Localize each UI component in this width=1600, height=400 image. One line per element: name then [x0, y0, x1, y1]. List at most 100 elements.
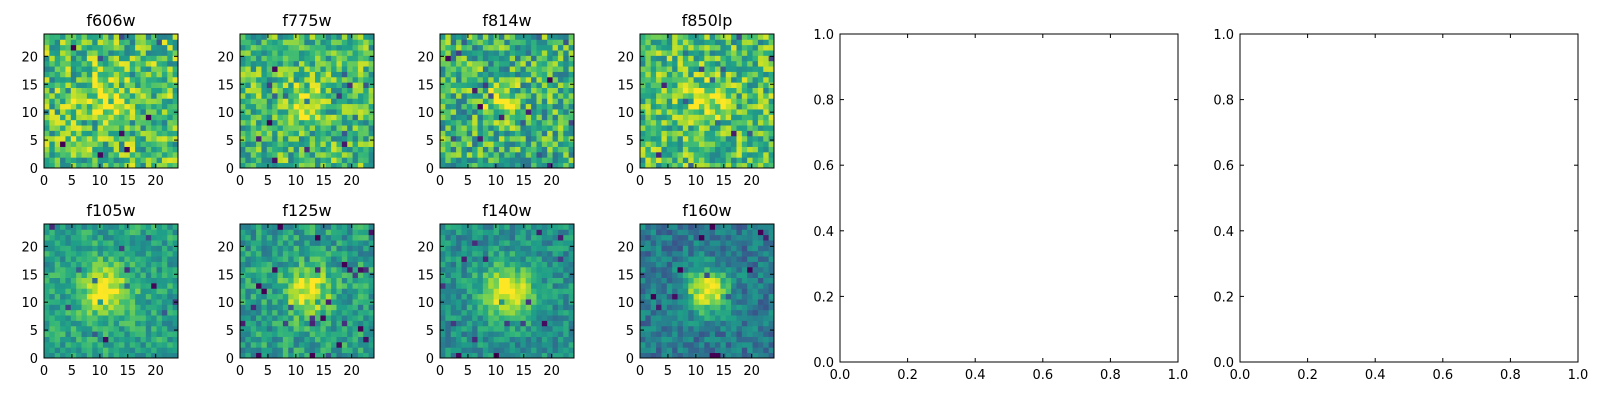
heatmap-cell [81, 103, 88, 110]
heatmap-cell [320, 320, 327, 327]
heatmap-cell [661, 282, 668, 289]
heatmap-cell [92, 55, 98, 62]
heatmap-cell [656, 125, 662, 131]
heatmap-cell [650, 336, 657, 343]
heatmap-cell [450, 60, 457, 67]
heatmap-cell [277, 151, 284, 158]
heatmap-cell [54, 347, 61, 354]
heatmap-cell [736, 82, 743, 88]
heatmap-cell [520, 130, 527, 137]
heatmap-cell [172, 66, 179, 72]
heatmap-cell [277, 277, 284, 284]
heatmap-cell [44, 71, 50, 78]
heatmap-cell [552, 341, 559, 348]
heatmap-cell [450, 82, 457, 88]
heatmap-cell [698, 315, 705, 321]
heatmap-cell [298, 71, 305, 78]
heatmap-cell [161, 151, 168, 158]
heatmap-cell [44, 341, 50, 348]
heatmap-cell [640, 60, 646, 67]
heatmap-cell [472, 103, 478, 110]
heatmap-cell [113, 151, 120, 158]
heatmap-cell [70, 320, 77, 327]
heatmap-cell [352, 103, 359, 110]
heatmap-cell [341, 50, 348, 56]
heatmap-cell [288, 146, 294, 153]
heatmap-cell [504, 336, 511, 343]
heatmap-cell [298, 151, 305, 158]
heatmap-cell [704, 341, 711, 348]
heatmap-cell [81, 256, 88, 262]
heatmap-cell [129, 82, 136, 88]
heatmap-cell [456, 151, 462, 158]
heatmap-cell [672, 162, 678, 169]
heatmap-cell [272, 44, 278, 51]
heatmap-cell [44, 293, 50, 300]
heatmap-cell [466, 272, 473, 278]
heatmap-cell [81, 34, 88, 40]
heatmap-cell [472, 92, 478, 99]
heatmap-cell [272, 250, 278, 257]
heatmap-cell [140, 304, 147, 311]
heatmap-cell [504, 109, 511, 115]
heatmap-cell [65, 304, 72, 311]
heatmap-cell [161, 304, 168, 311]
heatmap-cell [731, 34, 737, 40]
heatmap-cell [97, 98, 104, 105]
heatmap-cell [488, 261, 494, 268]
heatmap-cell [640, 157, 646, 164]
heatmap-cell [645, 119, 652, 126]
heatmap-cell [715, 98, 721, 105]
heatmap-cell [167, 119, 174, 126]
heatmap-cell [167, 229, 174, 236]
heatmap-cell [240, 114, 246, 121]
heatmap-cell [315, 309, 321, 316]
heatmap-cell [698, 125, 705, 131]
heatmap-cell [113, 135, 120, 142]
heatmap-cell [536, 250, 543, 257]
heatmap-cell [76, 60, 82, 67]
heatmap-cell [261, 103, 268, 110]
heatmap-cell [86, 320, 93, 327]
heatmap-cell [509, 325, 516, 332]
heatmap-cell [747, 114, 753, 121]
heatmap-cell [731, 109, 737, 115]
heatmap-cell [493, 352, 500, 359]
heatmap-cell [129, 44, 136, 51]
heatmap-cell [357, 92, 364, 99]
heatmap-cell [693, 347, 700, 354]
heatmap-cell [568, 288, 575, 295]
heatmap-cell [129, 87, 136, 94]
heatmap-cell [661, 87, 668, 94]
heatmap-cell [256, 109, 262, 115]
heatmap-cell [341, 341, 348, 348]
heatmap-cell [76, 352, 82, 359]
heatmap-cell [266, 76, 273, 83]
heatmap-cell [752, 341, 759, 348]
heatmap-cell [725, 98, 732, 105]
heatmap-cell [167, 266, 174, 273]
heatmap-cell [531, 304, 537, 311]
heatmap-cell [245, 157, 252, 164]
heatmap-cell [357, 309, 364, 316]
heatmap-cell [304, 125, 311, 131]
heatmap-cell [747, 60, 753, 67]
heatmap-cell [715, 309, 721, 316]
heatmap-cell [60, 315, 66, 321]
heatmap-cell [363, 114, 370, 121]
heatmap-cell [445, 277, 452, 284]
heatmap-cell [261, 151, 268, 158]
heatmap-cell [288, 240, 294, 246]
heatmap-cell [288, 119, 294, 126]
heatmap-cell [70, 157, 77, 164]
heatmap-cell [65, 325, 72, 332]
heatmap-cell [325, 135, 332, 142]
heatmap-cell [320, 331, 327, 337]
heatmap-cell [298, 76, 305, 83]
heatmap-cell [161, 114, 168, 121]
heatmap-cell [266, 266, 273, 273]
heatmap-cell [102, 320, 109, 327]
heatmap-cell [309, 261, 316, 268]
heatmap-cell [172, 157, 179, 164]
heatmap-cell [325, 331, 332, 337]
